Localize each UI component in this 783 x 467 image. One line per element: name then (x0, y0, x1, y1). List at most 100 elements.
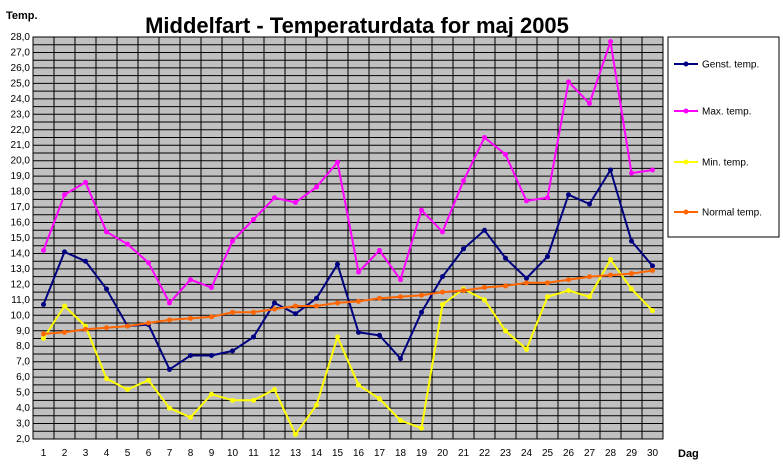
x-tick-label: 2 (62, 448, 68, 459)
x-tick-label: 29 (626, 448, 638, 459)
x-tick-label: 16 (353, 448, 365, 459)
x-tick-label: 14 (311, 448, 323, 459)
data-point (482, 284, 487, 290)
data-point (356, 269, 361, 275)
data-point (566, 277, 571, 283)
series-line (42, 167, 654, 371)
data-point (419, 207, 424, 213)
data-point (608, 39, 613, 45)
data-point (314, 402, 319, 408)
x-tick-label: 8 (188, 448, 194, 459)
x-axis-ticks: 1 2 3 4 5 6 7 8 9 10 11 12 13 14 15 16 17 18 19 20 21 22 23 24 2… (41, 448, 659, 459)
data-point (41, 247, 46, 253)
x-tick-label: 21 (458, 448, 470, 459)
data-point (587, 201, 592, 207)
data-point (167, 300, 172, 306)
y-tick-label: 16,0 (11, 218, 31, 229)
data-point (440, 301, 445, 307)
data-point (62, 249, 67, 255)
data-point (524, 198, 529, 204)
data-point (314, 184, 319, 190)
data-point (125, 241, 130, 247)
data-point (377, 295, 382, 301)
data-point (608, 167, 613, 173)
data-point (629, 271, 634, 277)
legend-item: Max. temp. (674, 107, 751, 118)
y-tick-label: 22,0 (11, 125, 31, 136)
data-point (209, 314, 214, 320)
y-tick-label: 15,0 (11, 233, 31, 244)
data-point (545, 294, 550, 300)
data-point (461, 246, 466, 252)
data-point (419, 309, 424, 315)
data-point (314, 295, 319, 301)
y-tick-label: 20,0 (11, 156, 31, 167)
x-tick-label: 20 (437, 448, 449, 459)
data-point (272, 306, 277, 312)
data-point (482, 297, 487, 303)
legend-swatch-marker (683, 108, 689, 114)
data-point (503, 255, 508, 261)
y-tick-label: 21,0 (11, 140, 31, 151)
data-point (356, 382, 361, 388)
x-tick-label: 28 (605, 448, 617, 459)
y-tick-label: 5,0 (16, 388, 30, 399)
y-tick-label: 27,0 (11, 47, 31, 58)
series-3 (41, 257, 655, 437)
data-point (461, 178, 466, 184)
legend-item: Min. temp. (674, 158, 749, 169)
data-point (293, 311, 298, 317)
y-tick-label: 10,0 (11, 310, 31, 321)
x-tick-label: 12 (269, 448, 281, 459)
data-point (188, 414, 193, 420)
grid (33, 37, 663, 439)
data-point (167, 405, 172, 411)
x-tick-label: 4 (104, 448, 110, 459)
y-tick-label: 4,0 (16, 403, 30, 414)
data-point (440, 229, 445, 235)
data-point (83, 326, 88, 332)
legend-item: Normal temp. (674, 208, 762, 219)
series-line (43, 269, 653, 335)
data-point (650, 263, 655, 269)
y-tick-label: 14,0 (11, 248, 31, 259)
data-point (524, 280, 529, 286)
data-point (83, 258, 88, 264)
data-point (230, 309, 235, 315)
data-point (104, 325, 109, 331)
x-tick-label: 1 (41, 448, 47, 459)
y-tick-label: 23,0 (11, 109, 31, 120)
x-axis-label: Dag (678, 448, 699, 460)
chart-title: Middelfart - Temperaturdata for maj 2005 (145, 13, 569, 38)
data-point (230, 397, 235, 403)
data-point (419, 425, 424, 431)
x-tick-label: 27 (584, 448, 596, 459)
data-point (167, 317, 172, 323)
x-tick-label: 19 (416, 448, 428, 459)
data-point (188, 353, 193, 359)
data-point (272, 300, 277, 306)
data-point (398, 417, 403, 423)
y-tick-label: 19,0 (11, 171, 31, 182)
legend-label: Max. temp. (702, 107, 751, 118)
data-point (461, 288, 466, 294)
data-point (335, 261, 340, 267)
x-tick-label: 5 (125, 448, 131, 459)
x-tick-label: 11 (248, 448, 259, 459)
data-point (104, 229, 109, 235)
data-point (503, 283, 508, 289)
y-tick-label: 25,0 (11, 78, 31, 89)
y-tick-label: 11,0 (11, 295, 30, 306)
x-tick-label: 22 (479, 448, 491, 459)
y-tick-label: 18,0 (11, 187, 31, 198)
series-line (42, 257, 654, 437)
data-point (293, 199, 298, 205)
x-tick-label: 15 (332, 448, 344, 459)
data-point (188, 315, 193, 321)
data-point (503, 328, 508, 334)
y-tick-label: 8,0 (16, 341, 30, 352)
data-point (125, 323, 130, 329)
data-point (356, 329, 361, 335)
series-4 (41, 267, 655, 337)
